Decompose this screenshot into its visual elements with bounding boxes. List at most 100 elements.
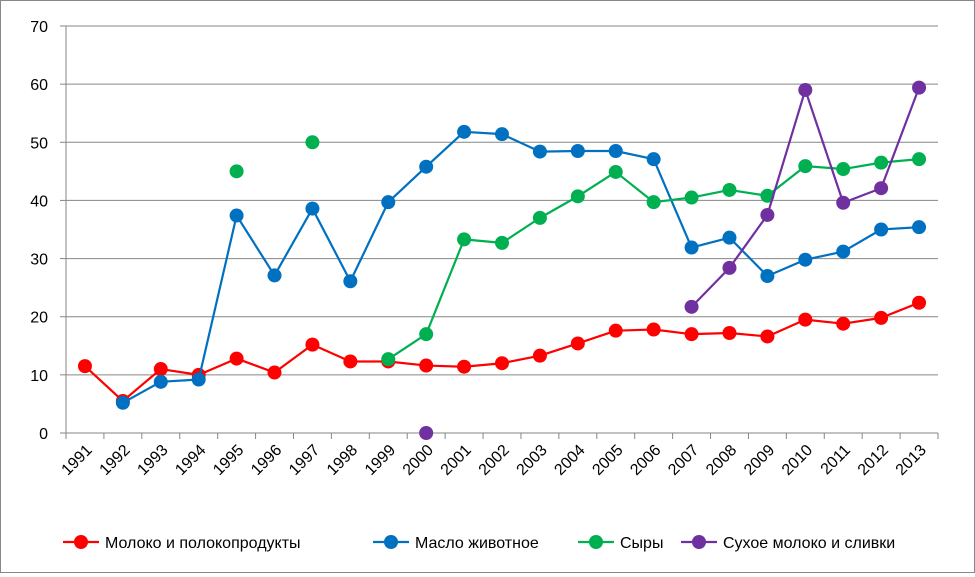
- x-tick-label: 1995: [210, 442, 247, 479]
- data-point: [305, 337, 320, 352]
- x-tick-label: 1997: [286, 442, 323, 479]
- data-point: [684, 190, 699, 205]
- data-point: [646, 152, 661, 167]
- data-point: [760, 329, 775, 344]
- legend-label: Молоко и полокопродукты: [105, 535, 301, 552]
- x-tick-label: 2005: [589, 442, 626, 479]
- data-point: [532, 144, 547, 159]
- data-point: [684, 327, 699, 342]
- data-point: [912, 220, 927, 235]
- x-tick-label: 2011: [818, 442, 854, 478]
- series-line: [690, 87, 921, 308]
- legend-item: Сухое молоко и сливки: [681, 535, 895, 552]
- x-axis-tick-labels: 1991 1992 1993 1994 1995 1996 1997 1998 1999 2000…: [59, 442, 930, 479]
- data-point: [457, 359, 472, 374]
- series-3: [229, 135, 927, 367]
- data-point: [722, 182, 737, 197]
- data-point: [229, 164, 244, 179]
- data-point: [874, 155, 889, 170]
- x-tick-label: 2006: [627, 442, 664, 479]
- data-point: [874, 222, 889, 237]
- data-point: [229, 208, 244, 223]
- y-tick-label: 70: [30, 19, 48, 36]
- series-line: [84, 301, 920, 403]
- data-point: [153, 374, 168, 389]
- legend-marker: [74, 535, 88, 549]
- data-point: [798, 82, 813, 97]
- legend-marker: [384, 535, 398, 549]
- data-point: [381, 195, 396, 210]
- data-point: [798, 252, 813, 267]
- data-point: [267, 365, 282, 380]
- x-tick-label: 2004: [551, 442, 588, 479]
- legend: Молоко и полокопродукты Масло животное Сыр…: [63, 535, 895, 552]
- data-point: [836, 316, 851, 331]
- series-4: [419, 80, 927, 440]
- data-point: [457, 232, 472, 247]
- data-point: [836, 195, 851, 210]
- legend-marker: [692, 535, 706, 549]
- data-point: [419, 159, 434, 174]
- data-point: [760, 269, 775, 284]
- data-point: [570, 144, 585, 159]
- series-2: [115, 124, 927, 410]
- data-point: [912, 295, 927, 310]
- data-point: [722, 230, 737, 245]
- data-point: [457, 124, 472, 139]
- legend-label: Сыры: [620, 535, 663, 552]
- data-point: [874, 181, 889, 196]
- data-point: [912, 80, 927, 95]
- data-point: [760, 188, 775, 203]
- data-point: [836, 162, 851, 177]
- legend-marker: [589, 535, 603, 549]
- data-point: [419, 426, 434, 440]
- data-point: [305, 201, 320, 216]
- data-point: [722, 325, 737, 340]
- y-axis-tick-labels: 0 10 20 30 40 50 60 70: [30, 19, 48, 443]
- axes: [60, 25, 939, 439]
- data-point: [343, 354, 358, 369]
- x-tick-label: 2007: [665, 442, 702, 479]
- data-point: [305, 135, 320, 150]
- data-point: [760, 207, 775, 222]
- data-point: [570, 189, 585, 204]
- data-point: [419, 327, 434, 342]
- x-tick-label: 2012: [855, 442, 892, 479]
- data-point: [419, 358, 434, 373]
- y-tick-label: 0: [39, 426, 48, 443]
- x-tick-label: 1996: [248, 442, 285, 479]
- data-point: [532, 348, 547, 363]
- x-tick-label: 1999: [362, 442, 399, 479]
- data-point: [153, 362, 168, 377]
- data-point: [191, 372, 206, 387]
- legend-item: Масло животное: [373, 535, 539, 552]
- x-tick-label: 2001: [438, 442, 475, 479]
- data-point: [722, 260, 737, 275]
- gridlines: [66, 25, 938, 376]
- legend-item: Сыры: [578, 535, 663, 552]
- x-tick-label: 2000: [400, 442, 437, 479]
- data-point: [798, 159, 813, 174]
- x-tick-label: 1998: [324, 442, 361, 479]
- data-point: [495, 127, 509, 142]
- y-tick-label: 30: [30, 252, 48, 269]
- data-point: [608, 144, 623, 159]
- y-tick-label: 40: [30, 193, 48, 210]
- series-line: [122, 130, 920, 404]
- x-tick-label: 2010: [779, 442, 816, 479]
- x-tick-label: 1994: [172, 442, 209, 479]
- data-point: [532, 210, 547, 225]
- data-point: [267, 268, 282, 283]
- legend-label: Сухое молоко и сливки: [723, 535, 895, 552]
- y-tick-label: 10: [30, 368, 48, 385]
- data-point: [608, 323, 623, 338]
- data-point: [77, 359, 92, 374]
- data-point: [646, 322, 661, 337]
- data-point: [570, 336, 585, 351]
- x-tick-label: 1993: [134, 442, 171, 479]
- data-point: [608, 164, 623, 179]
- data-point: [343, 274, 358, 289]
- series-layer: [77, 80, 927, 440]
- x-tick-label: 2002: [476, 442, 513, 479]
